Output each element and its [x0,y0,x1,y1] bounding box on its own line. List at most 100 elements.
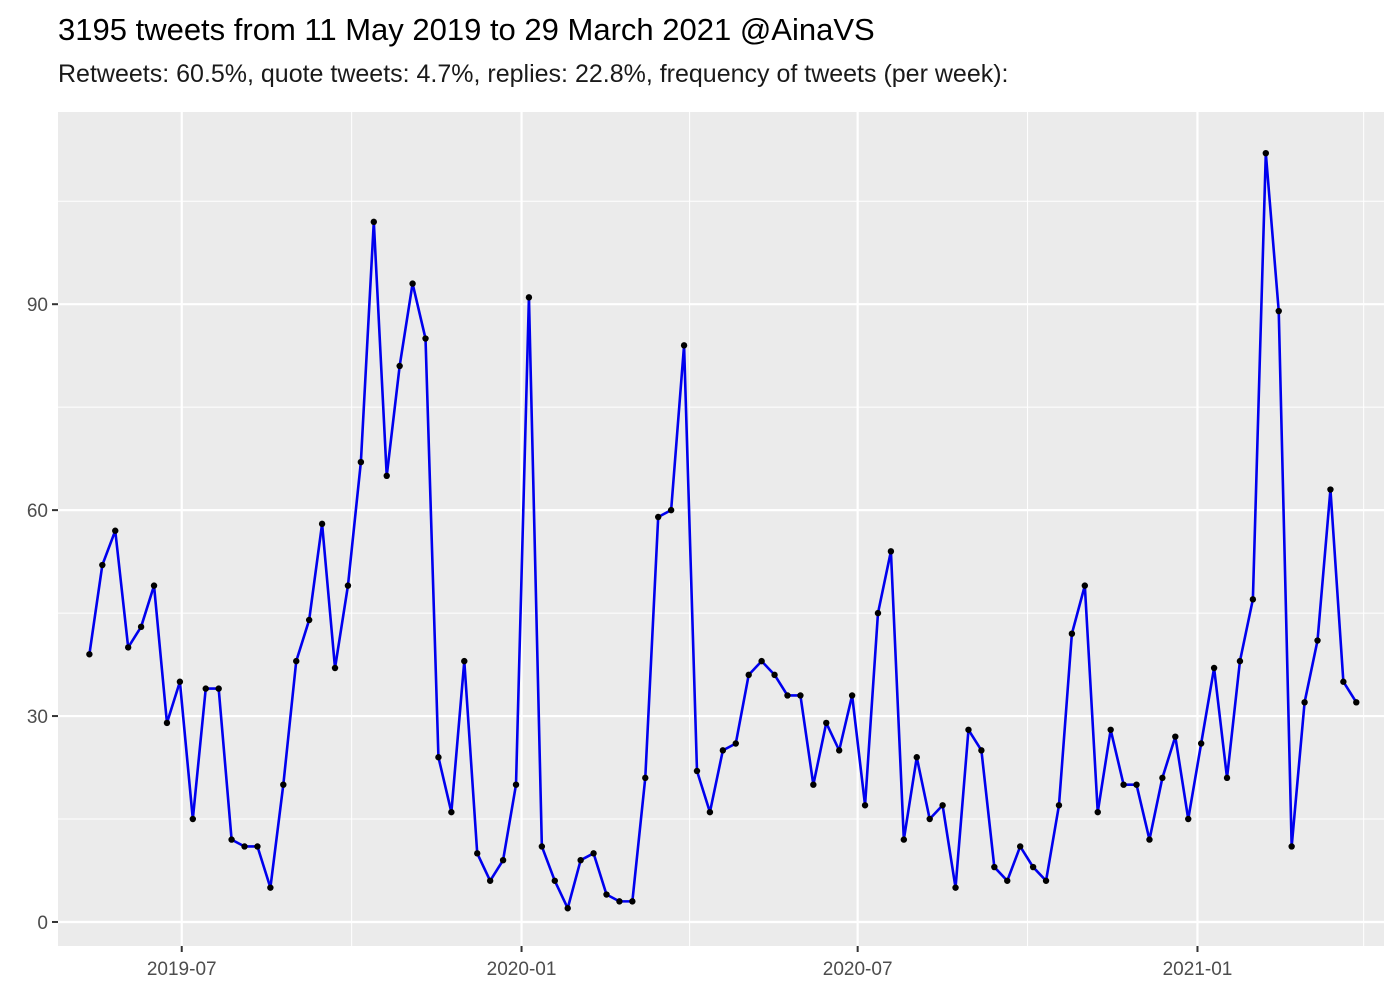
data-point [396,362,403,370]
series-line-segment [669,344,686,512]
y-tick-label: 30 [27,707,48,728]
data-point [499,856,507,864]
data-point [1236,657,1244,665]
data-point [758,657,765,665]
series-line-segment [1161,735,1177,780]
data-point [1275,307,1282,315]
series-line-segment [734,673,751,745]
series-line-segment [1225,659,1242,780]
data-point [629,898,636,905]
data-point [383,472,390,480]
data-point [1055,802,1063,809]
data-point [887,548,895,555]
data-point [732,740,739,747]
series-line-segment [1109,728,1125,786]
series-line-segment [902,755,919,841]
data-point [163,719,171,727]
series-line-segment [475,852,492,883]
series-line-segment [359,220,376,464]
data-point [784,692,791,699]
data-point [1004,877,1011,884]
data-point [448,808,455,816]
series-line-segment [1264,151,1281,313]
data-point [874,609,882,617]
x-tick-label: 2021-01 [1163,959,1233,980]
series-line-segment [1238,598,1255,663]
data-point [254,843,261,850]
data-point [1042,877,1050,884]
series-line-segment [437,755,453,814]
y-tick-label: 0 [37,913,48,934]
data-point [797,692,804,699]
data-point [965,726,972,733]
series-line-segment [424,337,440,759]
data-point [1159,774,1166,782]
series-line-segment [488,858,505,883]
data-point [900,836,908,843]
data-point [293,657,300,665]
data-point [1210,664,1218,672]
series-line-segment [1005,845,1022,883]
series-line-segment [1083,584,1100,814]
data-point [1340,678,1347,685]
data-point [616,898,623,905]
data-point [461,657,468,665]
data-point [1262,149,1270,157]
series-line-segment [1135,783,1151,841]
data-point [1288,843,1295,850]
data-point [693,767,701,775]
data-point [150,582,158,589]
data-point [409,280,416,287]
data-point [991,863,998,871]
series-line-segment [88,563,104,656]
data-point [551,877,558,884]
data-point [1029,863,1037,871]
series-line-segment [126,625,143,649]
data-point [176,678,184,685]
series-line-segment [1044,803,1061,883]
series-line-segment [217,687,233,841]
data-point [228,836,235,843]
series-line-segment [1290,701,1306,848]
series-line-segment [101,529,117,567]
series-line-segment [1342,680,1358,704]
series-line-segment [1316,488,1332,642]
data-point [1223,774,1231,782]
data-point [1249,596,1257,603]
data-point [861,802,869,809]
data-point [745,671,752,679]
series-line-segment [941,803,957,889]
series-line-segment [708,749,725,814]
data-point [655,513,662,521]
series-line-segment [191,687,208,821]
series-line-segment [954,728,970,889]
data-point [564,905,571,912]
data-point [590,850,597,857]
data-point [835,747,843,754]
x-tick-label: 2020-07 [823,959,893,980]
data-point [202,685,209,692]
series-line-segment [450,659,466,814]
series-line-segment [682,344,699,773]
series-line-segment [850,694,867,807]
data-point [331,664,339,672]
x-axis: 2019-07 2020-01 2020-07 2021-01 [147,946,1232,980]
data-point [823,719,830,727]
data-point [422,335,429,342]
series-line-segment [165,680,182,725]
data-point [1327,486,1334,493]
series-line-segment [643,515,660,780]
data-point [124,644,132,651]
series-line-segment [837,694,854,752]
series-line-segment [1277,309,1293,848]
data-point [1172,733,1179,740]
x-tick-label: 2019-07 [147,959,217,980]
series-line-segment [346,460,363,587]
data-point [1094,808,1101,816]
series-line-segment [411,282,427,340]
series-line-segment [980,749,996,869]
data-point [1353,699,1360,706]
series-line-segment [1070,584,1087,635]
data-point [1120,781,1127,788]
data-point [86,651,93,658]
